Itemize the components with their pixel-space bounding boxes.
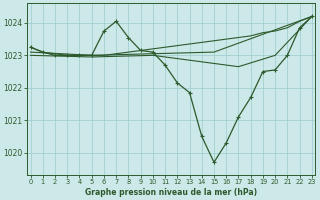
X-axis label: Graphe pression niveau de la mer (hPa): Graphe pression niveau de la mer (hPa) [85, 188, 257, 197]
